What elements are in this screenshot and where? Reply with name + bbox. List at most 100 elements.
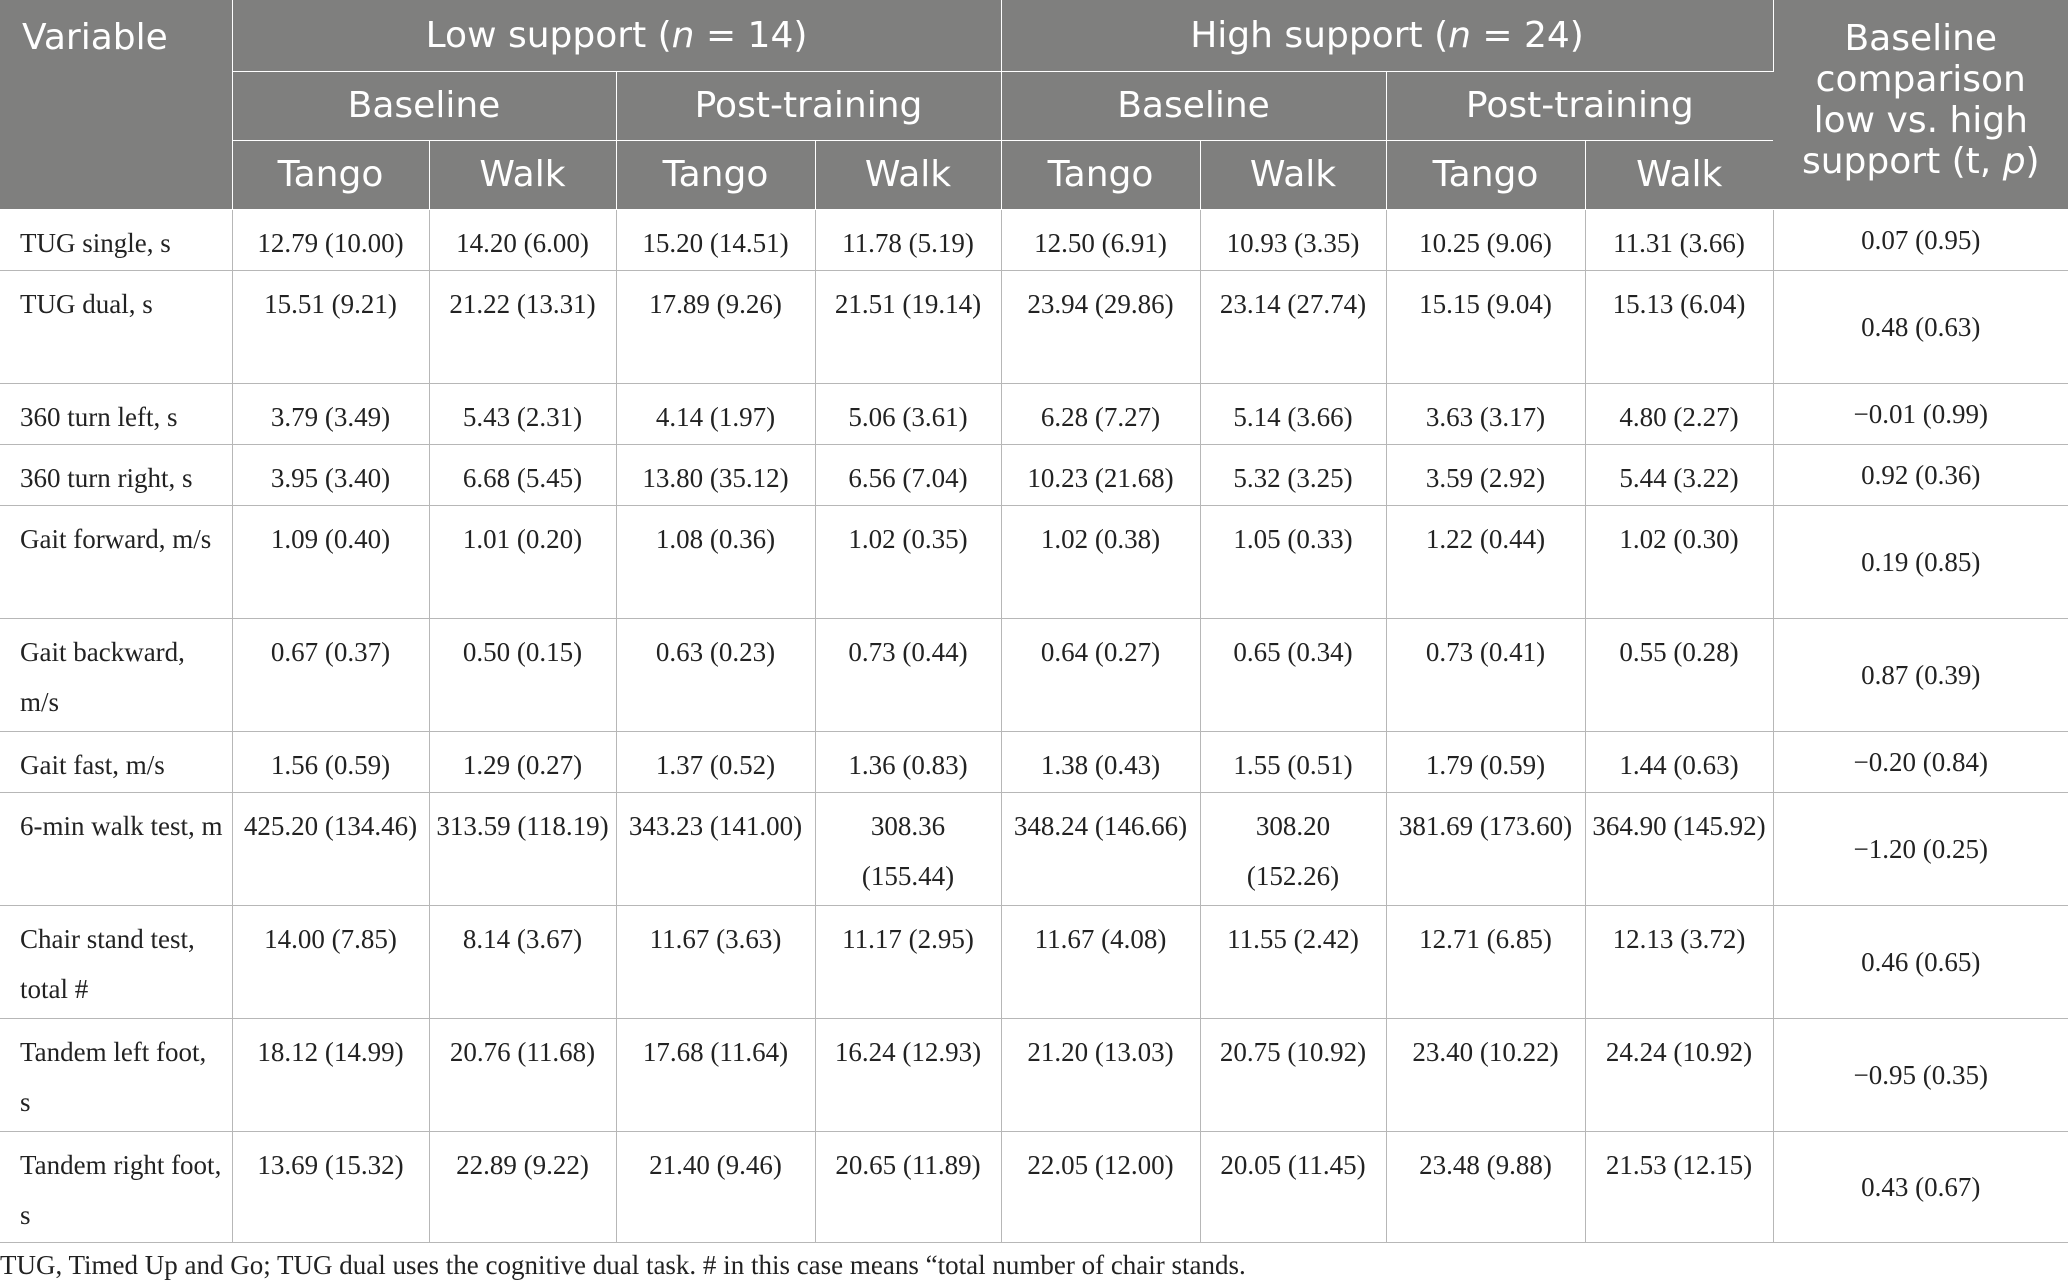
data-cell: 6.56 (7.04) [815,444,1002,506]
data-cell: 4.14 (1.97) [616,383,816,445]
data-cell: 1.38 (0.43) [1001,731,1201,793]
row-variable-label: 360 turn right, s [0,444,233,506]
data-cell: 1.22 (0.44) [1386,505,1586,619]
comparison-header-line4-suffix: ) [2025,141,2040,182]
comparison-cell: 0.07 (0.95) [1773,209,2068,271]
data-cell: 15.13 (6.04) [1585,270,1774,384]
low-post-training-header: Post-training [616,71,1002,141]
row-variable-label: TUG dual, s [0,270,233,384]
comparison-cell: −1.20 (0.25) [1773,792,2068,906]
high-baseline-tango-header: Tango [1001,140,1201,210]
table-header: Variable Low support (n = 14) High suppo… [0,0,2068,210]
high-post-training-header: Post-training [1386,71,1774,141]
row-variable-label: Chair stand test, total # [0,905,233,1019]
table-row: Tandem right foot, s 13.69 (15.32) 22.89 (… [0,1131,2068,1243]
table-row: Gait backward, m/s 0.67 (0.37) 0.50 (0.15)… [0,618,2068,732]
high-baseline-header: Baseline [1001,71,1387,141]
table-row: TUG dual, s 15.51 (9.21) 21.22 (13.31) 17.8… [0,270,2068,384]
comparison-cell: 0.87 (0.39) [1773,618,2068,732]
table-row: 360 turn right, s 3.95 (3.40) 6.68 (5.45) 1… [0,444,2068,506]
data-cell: 23.14 (27.74) [1200,270,1387,384]
high-baseline-walk-header: Walk [1200,140,1387,210]
low-post-tango-header: Tango [616,140,816,210]
data-cell: 381.69 (173.60) [1386,792,1586,906]
comparison-header-line2: comparison [1815,59,2026,100]
data-cell: 1.02 (0.30) [1585,505,1774,619]
data-cell: 5.06 (3.61) [815,383,1002,445]
data-cell: 13.69 (15.32) [232,1131,430,1243]
data-cell: 11.31 (3.66) [1585,209,1774,271]
low-support-n: n [671,14,695,56]
data-cell: 14.00 (7.85) [232,905,430,1019]
data-cell: 11.17 (2.95) [815,905,1002,1019]
variable-header-label: Variable [22,17,168,58]
comparison-cell: −0.95 (0.35) [1773,1018,2068,1132]
results-table: Variable Low support (n = 14) High suppo… [0,0,2068,1243]
data-cell: 3.59 (2.92) [1386,444,1586,506]
comparison-cell: 0.48 (0.63) [1773,270,2068,384]
high-support-header: High support (n = 24) [1001,0,1774,72]
data-cell: 13.80 (35.12) [616,444,816,506]
comparison-header-line1: Baseline [1844,18,1998,59]
data-cell: 11.67 (3.63) [616,905,816,1019]
data-cell: 12.13 (3.72) [1585,905,1774,1019]
data-cell: 20.65 (11.89) [815,1131,1002,1243]
high-support-n: n [1448,14,1471,56]
row-variable-label: Tandem left foot, s [0,1018,233,1132]
comparison-header-line3: low vs. high [1813,100,2028,141]
data-cell: 8.14 (3.67) [429,905,617,1019]
row-variable-label: 6-min walk test, m [0,792,233,906]
data-cell: 1.08 (0.36) [616,505,816,619]
table-row: Gait fast, m/s 1.56 (0.59) 1.29 (0.27) 1.37… [0,731,2068,793]
data-cell: 20.76 (11.68) [429,1018,617,1132]
low-baseline-tango-header: Tango [232,140,430,210]
data-cell: 5.14 (3.66) [1200,383,1387,445]
low-support-header: Low support (n = 14) [232,0,1002,72]
data-cell: 308.20 (152.26) [1200,792,1387,906]
data-cell: 11.78 (5.19) [815,209,1002,271]
row-variable-label: TUG single, s [0,209,233,271]
row-variable-label: Tandem right foot, s [0,1131,233,1243]
data-cell: 6.68 (5.45) [429,444,617,506]
data-cell: 6.28 (7.27) [1001,383,1201,445]
low-baseline-walk-header: Walk [429,140,617,210]
data-cell: 313.59 (118.19) [429,792,617,906]
high-post-walk-header: Walk [1585,140,1774,210]
data-cell: 0.50 (0.15) [429,618,617,732]
data-cell: 16.24 (12.93) [815,1018,1002,1132]
data-cell: 0.73 (0.44) [815,618,1002,732]
data-cell: 21.20 (13.03) [1001,1018,1201,1132]
comparison-header-p: p [2002,141,2026,182]
row-variable-label: Gait forward, m/s [0,505,233,619]
data-cell: 10.23 (21.68) [1001,444,1201,506]
data-cell: 20.75 (10.92) [1200,1018,1387,1132]
table-row: Gait forward, m/s 1.09 (0.40) 1.01 (0.20) 1… [0,505,2068,619]
comparison-cell: −0.20 (0.84) [1773,731,2068,793]
data-cell: 12.71 (6.85) [1386,905,1586,1019]
low-support-prefix: Low support ( [425,14,672,56]
data-cell: 348.24 (146.66) [1001,792,1201,906]
data-cell: 1.37 (0.52) [616,731,816,793]
comparison-cell: −0.01 (0.99) [1773,383,2068,445]
data-cell: 12.79 (10.00) [232,209,430,271]
data-cell: 21.51 (19.14) [815,270,1002,384]
low-support-suffix: = 14) [694,14,808,56]
low-baseline-header: Baseline [232,71,617,141]
comparison-header: Baseline comparison low vs. high support… [1773,0,2068,210]
data-cell: 10.93 (3.35) [1200,209,1387,271]
data-cell: 24.24 (10.92) [1585,1018,1774,1132]
data-cell: 1.05 (0.33) [1200,505,1387,619]
data-cell: 343.23 (141.00) [616,792,816,906]
data-cell: 23.48 (9.88) [1386,1131,1586,1243]
data-cell: 18.12 (14.99) [232,1018,430,1132]
data-cell: 1.09 (0.40) [232,505,430,619]
data-cell: 12.50 (6.91) [1001,209,1201,271]
data-cell: 15.51 (9.21) [232,270,430,384]
data-cell: 21.40 (9.46) [616,1131,816,1243]
table-row: Chair stand test, total #14.00 (7.85) 8.1… [0,905,2068,1019]
table-row: TUG single, s 12.79 (10.00) 14.20 (6.00) 15… [0,209,2068,271]
comparison-cell: 0.43 (0.67) [1773,1131,2068,1243]
data-cell: 14.20 (6.00) [429,209,617,271]
high-support-prefix: High support ( [1190,14,1449,56]
data-cell: 3.79 (3.49) [232,383,430,445]
